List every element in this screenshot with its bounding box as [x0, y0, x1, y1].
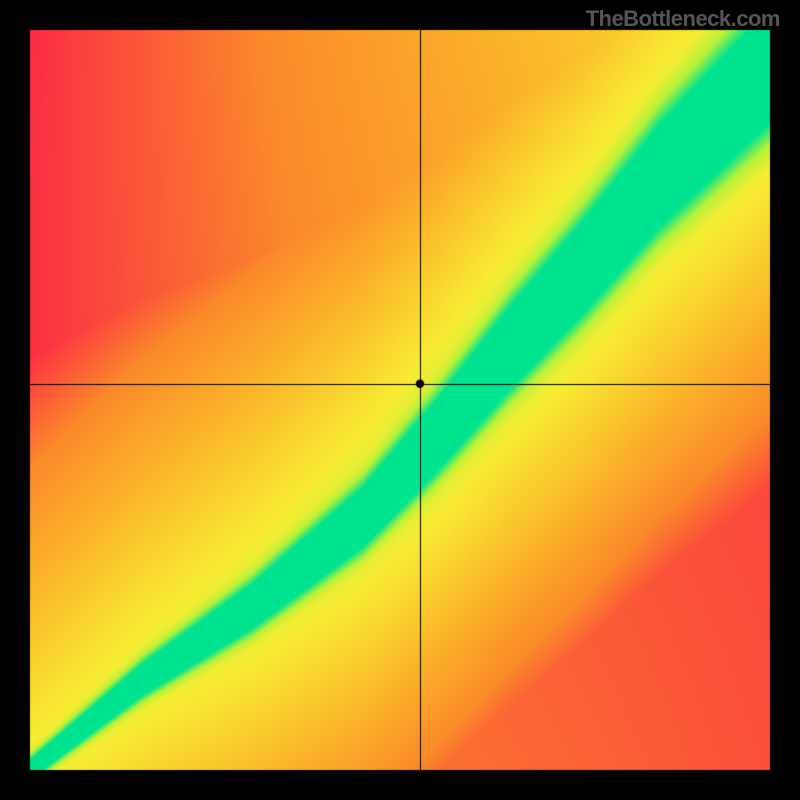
watermark-text: TheBottleneck.com [586, 6, 780, 32]
crosshair-overlay [0, 0, 800, 800]
chart-container: TheBottleneck.com [0, 0, 800, 800]
